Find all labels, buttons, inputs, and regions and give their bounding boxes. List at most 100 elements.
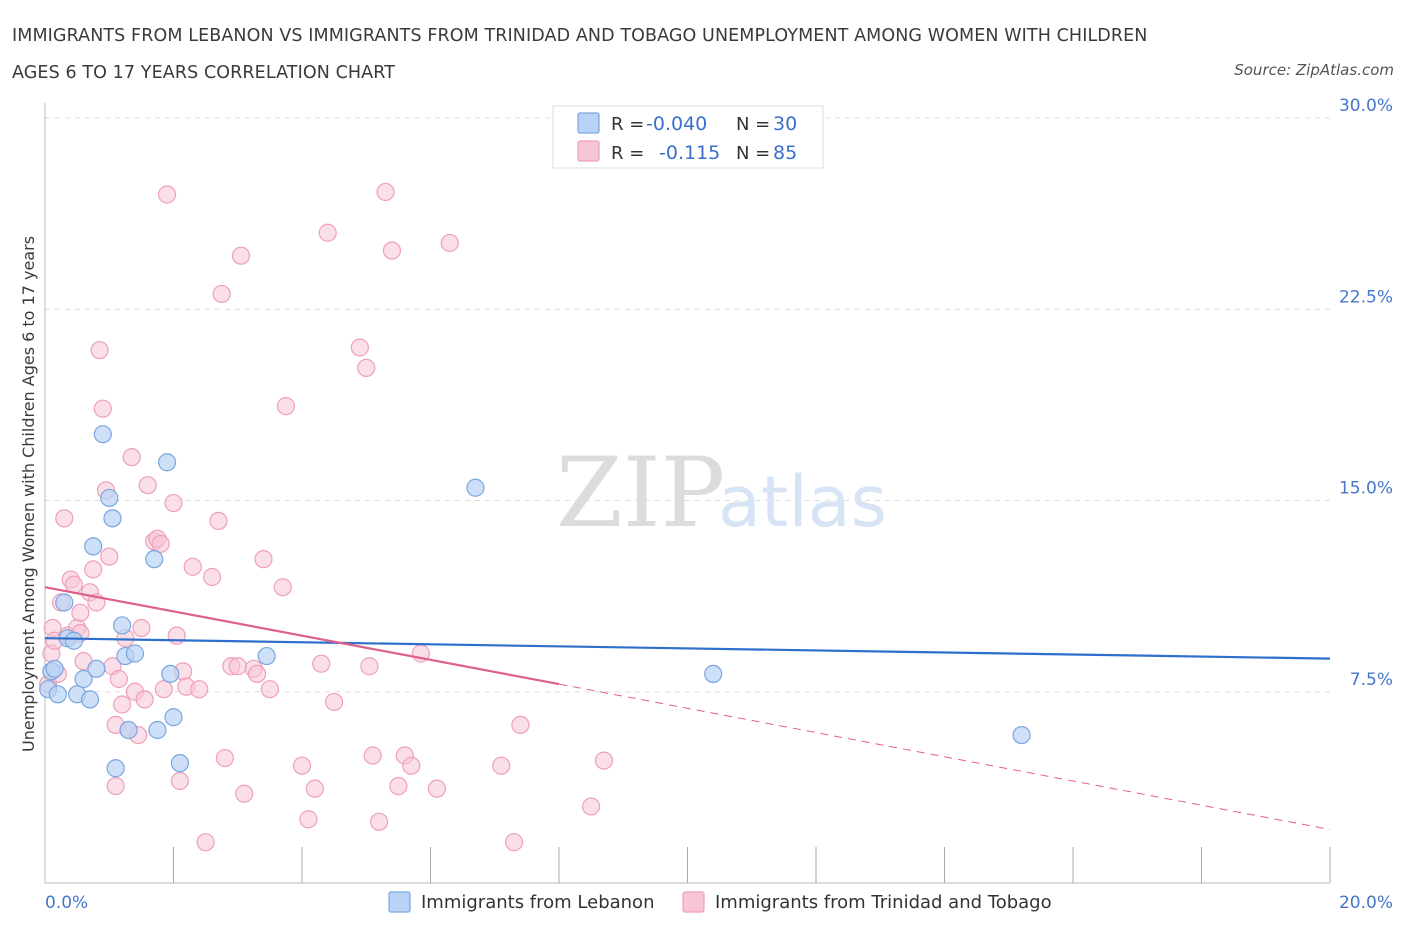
legend-n-value-trinidad: 85 (773, 142, 797, 164)
lebanon-point-10 (84, 537, 103, 556)
tick-labels: 7.5% 15.0% 22.5% 30.0% 0.0% 20.0% (45, 96, 1393, 913)
lebanon-point-3 (48, 685, 67, 704)
legend-swatch-trinidad (577, 140, 600, 162)
lebanon-point-12 (93, 425, 112, 444)
trinidad-point-36 (157, 185, 177, 204)
trinidad-point-29 (132, 618, 151, 638)
series-trinidad-points (39, 182, 614, 852)
trinidad-point-65 (350, 338, 369, 357)
trinidad-point-68 (363, 746, 382, 765)
legend-r-label-lebanon: R = (611, 114, 644, 135)
trinidad-point-55 (254, 550, 273, 569)
trinidad-point-62 (312, 654, 331, 673)
lebanon-point-2 (45, 659, 64, 678)
bottom-legend-swatch-lebanon (388, 891, 411, 913)
bottom-legend-swatch-trinidad (682, 891, 705, 913)
trinidad-point-80 (511, 715, 530, 735)
trinidad-point-79 (504, 833, 524, 852)
lebanon-point-16 (112, 616, 132, 635)
axes (44, 103, 1331, 884)
trinidad-point-38 (167, 626, 186, 645)
lebanon-point-29 (1012, 725, 1031, 745)
trinidad-point-78 (492, 756, 511, 775)
trinidad-point-44 (196, 833, 215, 852)
trinidad-point-51 (231, 246, 251, 265)
y-tick-label-1: 15.0% (1339, 479, 1393, 499)
lebanon-point-15 (106, 759, 125, 778)
trend-lines (44, 586, 1331, 830)
lebanon-point-26 (257, 646, 276, 666)
correlation-legend: R = -0.040 N = 30 R = -0.115 N = 85 (552, 105, 824, 169)
trinidad-point-14 (84, 560, 103, 579)
trinidad-point-74 (402, 756, 421, 775)
series-legend: Immigrants from Lebanon Immigrants from … (388, 891, 1052, 913)
trinidad-point-34 (151, 534, 170, 553)
legend-n-value-lebanon: 30 (773, 113, 797, 135)
y-tick-label-3: 30.0% (1339, 96, 1393, 116)
trinidad-point-61 (305, 779, 324, 798)
trinidad-point-70 (376, 182, 395, 202)
legend-swatch-lebanon (577, 112, 600, 134)
trinidad-point-31 (138, 476, 157, 495)
trinidad-point-45 (202, 567, 222, 587)
legend-n-label-lebanon: N = (736, 114, 770, 135)
y-tick-label-2: 22.5% (1339, 287, 1393, 307)
trinidad-point-72 (389, 776, 408, 796)
legend-r-value-trinidad: -0.115 (659, 142, 720, 164)
chart-title: IMMIGRANTS FROM LEBANON VS IMMIGRANTS FR… (12, 26, 1148, 83)
trinidad-point-26 (122, 448, 141, 467)
trinidad-point-16 (90, 340, 109, 360)
bottom-legend-label-trinidad: Immigrants from Trinidad and Tobago (715, 892, 1052, 913)
trinidad-point-71 (382, 241, 402, 260)
y-axis-title: Unemployment Among Women with Children A… (19, 236, 38, 752)
lebanon-point-11 (87, 659, 106, 678)
lebanon-point-25 (170, 754, 190, 773)
x-tick-label-1: 20.0% (1339, 893, 1393, 913)
trinidad-point-52 (235, 784, 254, 803)
trinidad-point-66 (357, 358, 376, 377)
watermark-zip: ZIP (556, 437, 725, 549)
trinidad-trend-line (44, 586, 560, 686)
trinidad-point-17 (93, 399, 112, 418)
lebanon-point-8 (74, 669, 93, 689)
lebanon-point-4 (55, 593, 74, 612)
lebanon-point-28 (704, 664, 723, 684)
trinidad-point-67 (360, 657, 379, 676)
lebanon-point-13 (100, 488, 119, 508)
trinidad-point-19 (100, 547, 119, 566)
lebanon-point-19 (125, 644, 145, 663)
trinidad-point-35 (154, 680, 173, 699)
trinidad-point-83 (106, 776, 125, 796)
trinidad-point-82 (594, 751, 614, 770)
trinidad-point-47 (212, 284, 231, 304)
lebanon-point-20 (145, 550, 164, 569)
lebanon-point-6 (64, 631, 84, 650)
trinidad-point-59 (292, 756, 312, 775)
trinidad-point-64 (325, 692, 344, 712)
y-tick-label-0: 7.5% (1350, 670, 1393, 690)
legend-n-label-trinidad: N = (736, 143, 770, 164)
lebanon-point-14 (103, 509, 122, 528)
trinidad-point-42 (183, 557, 202, 576)
lebanon-point-23 (161, 664, 180, 684)
source-label: Source: ZipAtlas.com (1234, 61, 1394, 79)
trinidad-point-60 (299, 810, 318, 829)
trinidad-point-76 (427, 779, 447, 798)
trinidad-point-48 (215, 748, 234, 768)
legend-r-label-trinidad: R = (611, 143, 644, 164)
trinidad-point-81 (582, 797, 601, 816)
trinidad-point-50 (228, 657, 247, 676)
trinidad-point-6 (55, 509, 74, 528)
trinidad-point-43 (190, 680, 209, 699)
trinidad-point-57 (273, 578, 292, 597)
lebanon-point-22 (157, 453, 177, 472)
x-tick-label-0: 0.0% (45, 893, 88, 913)
trinidad-point-56 (260, 680, 279, 699)
trinidad-point-30 (135, 690, 154, 709)
trinidad-point-63 (318, 223, 337, 242)
trinidad-point-22 (109, 669, 128, 689)
legend-r-value-lebanon: -0.040 (646, 113, 707, 135)
trinidad-point-46 (209, 511, 228, 531)
lebanon-trend-line (44, 637, 1331, 660)
